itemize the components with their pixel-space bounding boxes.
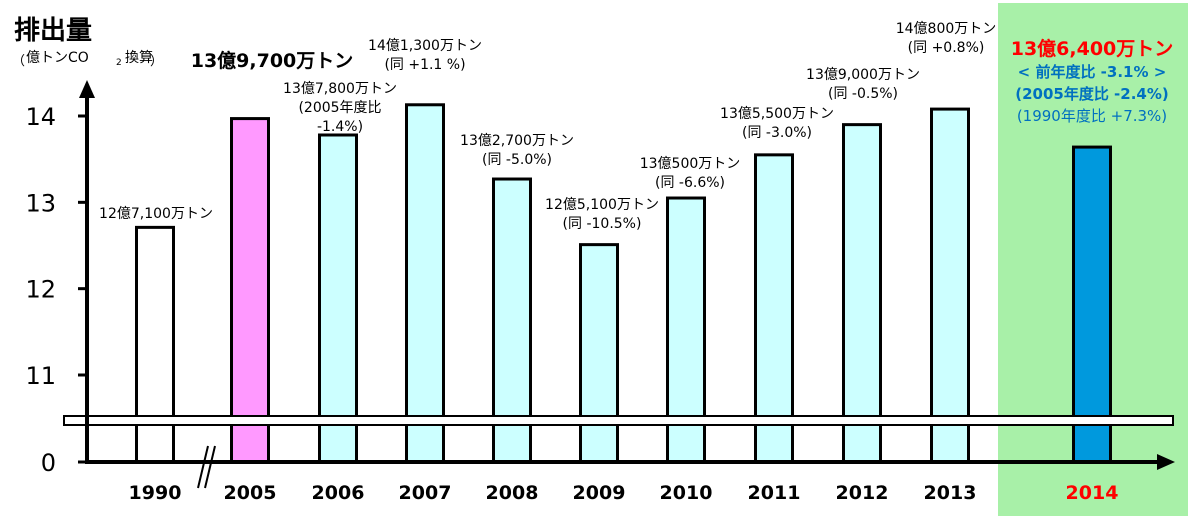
x-axis-arrow: [1157, 454, 1175, 470]
x-tick-label-2014: 2014: [1066, 482, 1119, 504]
data-label-2009-1: 12億5,100万トン: [545, 197, 659, 213]
data-label-2009-2: (同 -10.5%): [563, 216, 642, 232]
unit-subscript: 2: [116, 58, 122, 68]
y-tick-label-13: 13: [25, 189, 56, 217]
y-tick-label-12: 12: [25, 276, 56, 304]
unit-label-tail: 換算: [125, 50, 153, 66]
data-label-2011-1: 13億5,500万トン: [720, 106, 834, 122]
x-tick-label-2007: 2007: [399, 482, 452, 504]
x-tick-label-2011: 2011: [748, 482, 801, 504]
bar-2013: [930, 107, 970, 464]
bar-2007: [405, 103, 445, 464]
x-tick-label-2013: 2013: [924, 482, 977, 504]
data-label-2014-3: (2005年度比 -2.4%): [1015, 85, 1169, 103]
data-label-2006-1: 13億7,800万トン: [283, 81, 397, 97]
bar-1990: [135, 225, 175, 464]
x-tick-label-2008: 2008: [486, 482, 539, 504]
data-label-2014-4: (1990年度比 +7.3%): [1017, 107, 1167, 125]
data-label-2010-1: 13億500万トン: [640, 156, 741, 172]
bar-2014: [1072, 145, 1112, 464]
data-label-2014-1: 13億6,400万トン: [1011, 37, 1174, 60]
data-label-2008-1: 13億2,700万トン: [460, 133, 574, 149]
data-label-2014-2: < 前年度比 -3.1% >: [1018, 63, 1167, 81]
data-label-2010-2: (同 -6.6%): [655, 175, 725, 191]
data-label-2007-2: (同 +1.1 %): [384, 57, 465, 73]
data-label-1990-1: 12億7,100万トン: [99, 206, 213, 222]
y-tick-label-11: 11: [25, 362, 56, 390]
axis-break-band: [63, 415, 1174, 426]
data-label-2006-3: -1.4%): [317, 119, 363, 135]
data-label-2012-2: (同 -0.5%): [828, 86, 898, 102]
unit-close-paren: ）: [150, 54, 164, 69]
x-break-mark-2: [204, 445, 216, 489]
data-label-2011-2: (同 -3.0%): [742, 125, 812, 141]
unit-label: 億トンCO: [26, 50, 89, 66]
bar-2006: [318, 133, 358, 464]
data-label-2006-2: (2005年度比: [298, 100, 381, 116]
y-axis-arrow: [79, 80, 95, 98]
x-tick-label-2005: 2005: [224, 482, 277, 504]
bar-2005: [230, 117, 270, 464]
data-label-2013-2: (同 +0.8%): [908, 40, 985, 56]
bar-2012: [842, 123, 882, 464]
x-break-mark-1: [197, 445, 209, 489]
x-tick-label-2012: 2012: [836, 482, 889, 504]
unit-open-paren: （: [12, 54, 26, 69]
x-tick-label-1990: 1990: [129, 482, 182, 504]
x-tick-label-2009: 2009: [573, 482, 626, 504]
y-tick-label-0: 0: [41, 449, 56, 477]
x-tick-label-2006: 2006: [312, 482, 365, 504]
bar-2008: [492, 177, 532, 464]
bar-2011: [754, 153, 794, 464]
data-label-2008-2: (同 -5.0%): [482, 152, 552, 168]
x-tick-label-2010: 2010: [660, 482, 713, 504]
data-label-2005-1: 13億9,700万トン: [191, 49, 354, 72]
data-label-2007-1: 14億1,300万トン: [368, 38, 482, 54]
y-tick-label-14: 14: [25, 103, 56, 131]
y-axis-title: 排出量: [14, 16, 93, 46]
data-label-2013-1: 14億800万トン: [896, 21, 997, 37]
bar-2009: [579, 243, 619, 464]
data-label-2012-1: 13億9,000万トン: [806, 67, 920, 83]
